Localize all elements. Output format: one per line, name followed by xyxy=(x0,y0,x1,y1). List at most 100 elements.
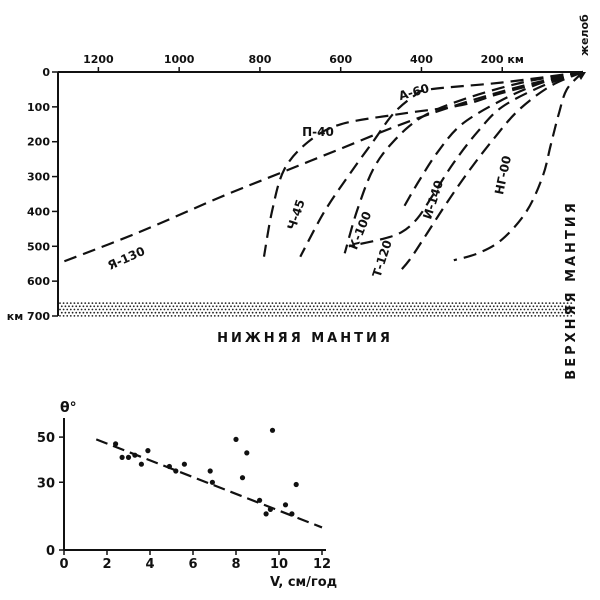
boundary-dot xyxy=(401,302,403,304)
data-point xyxy=(138,461,144,467)
boundary-dot xyxy=(510,311,513,314)
boundary-dot xyxy=(415,315,418,317)
boundary-dot xyxy=(287,311,290,314)
boundary-dot xyxy=(516,302,519,304)
boundary-dot xyxy=(251,305,254,308)
slab-profile-label-т-120: Т-120 xyxy=(370,238,395,279)
boundary-dot xyxy=(422,302,425,304)
boundary-dot xyxy=(404,302,407,304)
boundary-dot xyxy=(95,315,97,317)
boundary-dot xyxy=(429,315,432,317)
boundary-dot xyxy=(210,315,213,317)
boundary-dot xyxy=(476,302,479,304)
velocity-tick-label: 0 xyxy=(59,557,68,572)
boundary-dot xyxy=(390,315,393,317)
boundary-dot xyxy=(100,311,103,314)
boundary-dot xyxy=(318,315,321,317)
boundary-dot xyxy=(482,305,484,308)
boundary-dot xyxy=(264,308,267,311)
boundary-dot xyxy=(347,308,349,311)
boundary-dot xyxy=(446,311,448,314)
boundary-dot xyxy=(289,315,292,317)
boundary-dot xyxy=(438,305,441,308)
velocity-tick-label: 4 xyxy=(145,557,154,572)
boundary-dot xyxy=(278,315,281,317)
boundary-dot xyxy=(483,315,486,317)
boundary-dot xyxy=(213,302,216,304)
boundary-dot xyxy=(345,305,348,308)
boundary-dot xyxy=(550,305,553,308)
boundary-dot xyxy=(77,302,79,304)
boundary-dot xyxy=(411,315,414,317)
boundary-dot xyxy=(176,305,178,308)
boundary-dot xyxy=(179,311,182,314)
boundary-dot xyxy=(174,315,177,317)
boundary-dot xyxy=(264,315,267,317)
boundary-dot xyxy=(435,311,438,314)
lower-mantle-boundary-band xyxy=(59,302,573,317)
boundary-dot xyxy=(464,311,466,314)
boundary-dot xyxy=(107,311,110,314)
boundary-dot xyxy=(96,311,99,314)
boundary-dot xyxy=(350,308,353,311)
boundary-dot xyxy=(507,311,510,314)
boundary-dot xyxy=(393,315,396,317)
boundary-dot xyxy=(84,308,87,311)
boundary-dot xyxy=(350,315,353,317)
boundary-dot xyxy=(255,305,258,308)
boundary-dot xyxy=(300,315,303,317)
boundary-dot xyxy=(188,308,191,311)
boundary-dot xyxy=(563,315,565,317)
boundary-dot xyxy=(543,305,546,308)
boundary-dot xyxy=(420,305,423,308)
depth-tick-label: 600 xyxy=(27,275,50,288)
boundary-dot xyxy=(122,311,124,314)
boundary-dot xyxy=(296,302,299,304)
boundary-dot xyxy=(460,311,463,314)
boundary-dot xyxy=(296,308,299,311)
boundary-dot xyxy=(383,315,385,317)
boundary-dot xyxy=(86,311,88,314)
boundary-dot xyxy=(248,305,250,308)
boundary-dot xyxy=(71,305,74,308)
boundary-dot xyxy=(390,302,393,304)
boundary-dot xyxy=(456,311,459,314)
boundary-dot xyxy=(419,315,421,317)
boundary-dot xyxy=(447,315,450,317)
boundary-dot xyxy=(140,305,142,308)
boundary-dot xyxy=(413,305,416,308)
boundary-dot xyxy=(68,311,70,314)
boundary-dot xyxy=(273,305,276,308)
dip-angle-tick-label: 50 xyxy=(37,431,55,446)
boundary-dot xyxy=(213,308,216,311)
boundary-dot xyxy=(568,311,571,314)
boundary-dot xyxy=(521,311,524,314)
boundary-dot xyxy=(282,302,285,304)
boundary-dot xyxy=(165,305,168,308)
boundary-dot xyxy=(314,308,317,311)
boundary-dot xyxy=(131,315,133,317)
boundary-dot xyxy=(222,311,225,314)
boundary-dot xyxy=(570,315,573,317)
boundary-dot xyxy=(491,302,493,304)
boundary-dot xyxy=(228,315,231,317)
boundary-dot xyxy=(536,305,538,308)
boundary-dot xyxy=(321,315,324,317)
boundary-dot xyxy=(545,308,547,311)
boundary-dot xyxy=(483,302,486,304)
slab-profile-ч-45 xyxy=(343,70,584,254)
boundary-dot xyxy=(302,305,304,308)
boundary-dot xyxy=(455,315,457,317)
boundary-dot xyxy=(145,302,148,304)
boundary-dot xyxy=(365,315,367,317)
boundary-dot xyxy=(480,315,483,317)
boundary-dot xyxy=(501,315,504,317)
boundary-dot xyxy=(231,315,234,317)
boundary-dot xyxy=(451,308,454,311)
boundary-dot xyxy=(269,305,272,308)
boundary-dot xyxy=(149,315,151,317)
boundary-dot xyxy=(188,315,191,317)
boundary-dot xyxy=(341,305,344,308)
boundary-dot xyxy=(275,302,277,304)
boundary-dot xyxy=(98,308,101,311)
